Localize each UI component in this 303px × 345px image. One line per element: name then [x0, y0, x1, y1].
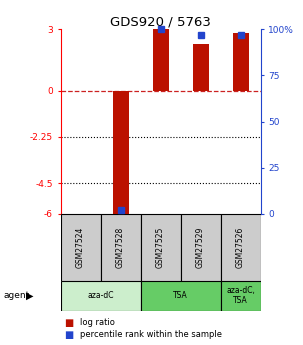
Bar — [221, 281, 261, 310]
Bar — [153, 29, 168, 91]
Bar — [61, 214, 101, 281]
Title: GDS920 / 5763: GDS920 / 5763 — [110, 15, 211, 28]
Bar — [141, 214, 181, 281]
Bar — [101, 214, 141, 281]
Bar — [181, 214, 221, 281]
Bar — [61, 281, 141, 310]
Text: percentile rank within the sample: percentile rank within the sample — [80, 330, 222, 339]
Text: aza-dC: aza-dC — [87, 291, 114, 300]
Text: agent: agent — [3, 291, 29, 300]
Text: GSM27525: GSM27525 — [156, 227, 165, 268]
Bar — [113, 91, 128, 216]
Bar — [193, 44, 208, 91]
Bar — [141, 281, 221, 310]
Text: ■: ■ — [64, 330, 73, 339]
Text: ■: ■ — [64, 318, 73, 327]
Text: GSM27526: GSM27526 — [236, 227, 245, 268]
Text: log ratio: log ratio — [80, 318, 115, 327]
Text: GSM27529: GSM27529 — [196, 227, 205, 268]
Text: TSA: TSA — [173, 291, 188, 300]
Text: GSM27528: GSM27528 — [116, 227, 125, 268]
Text: GSM27524: GSM27524 — [76, 227, 85, 268]
Bar — [221, 214, 261, 281]
Bar — [233, 33, 248, 91]
Text: aza-dC,
TSA: aza-dC, TSA — [226, 286, 255, 305]
Text: ▶: ▶ — [26, 291, 33, 301]
